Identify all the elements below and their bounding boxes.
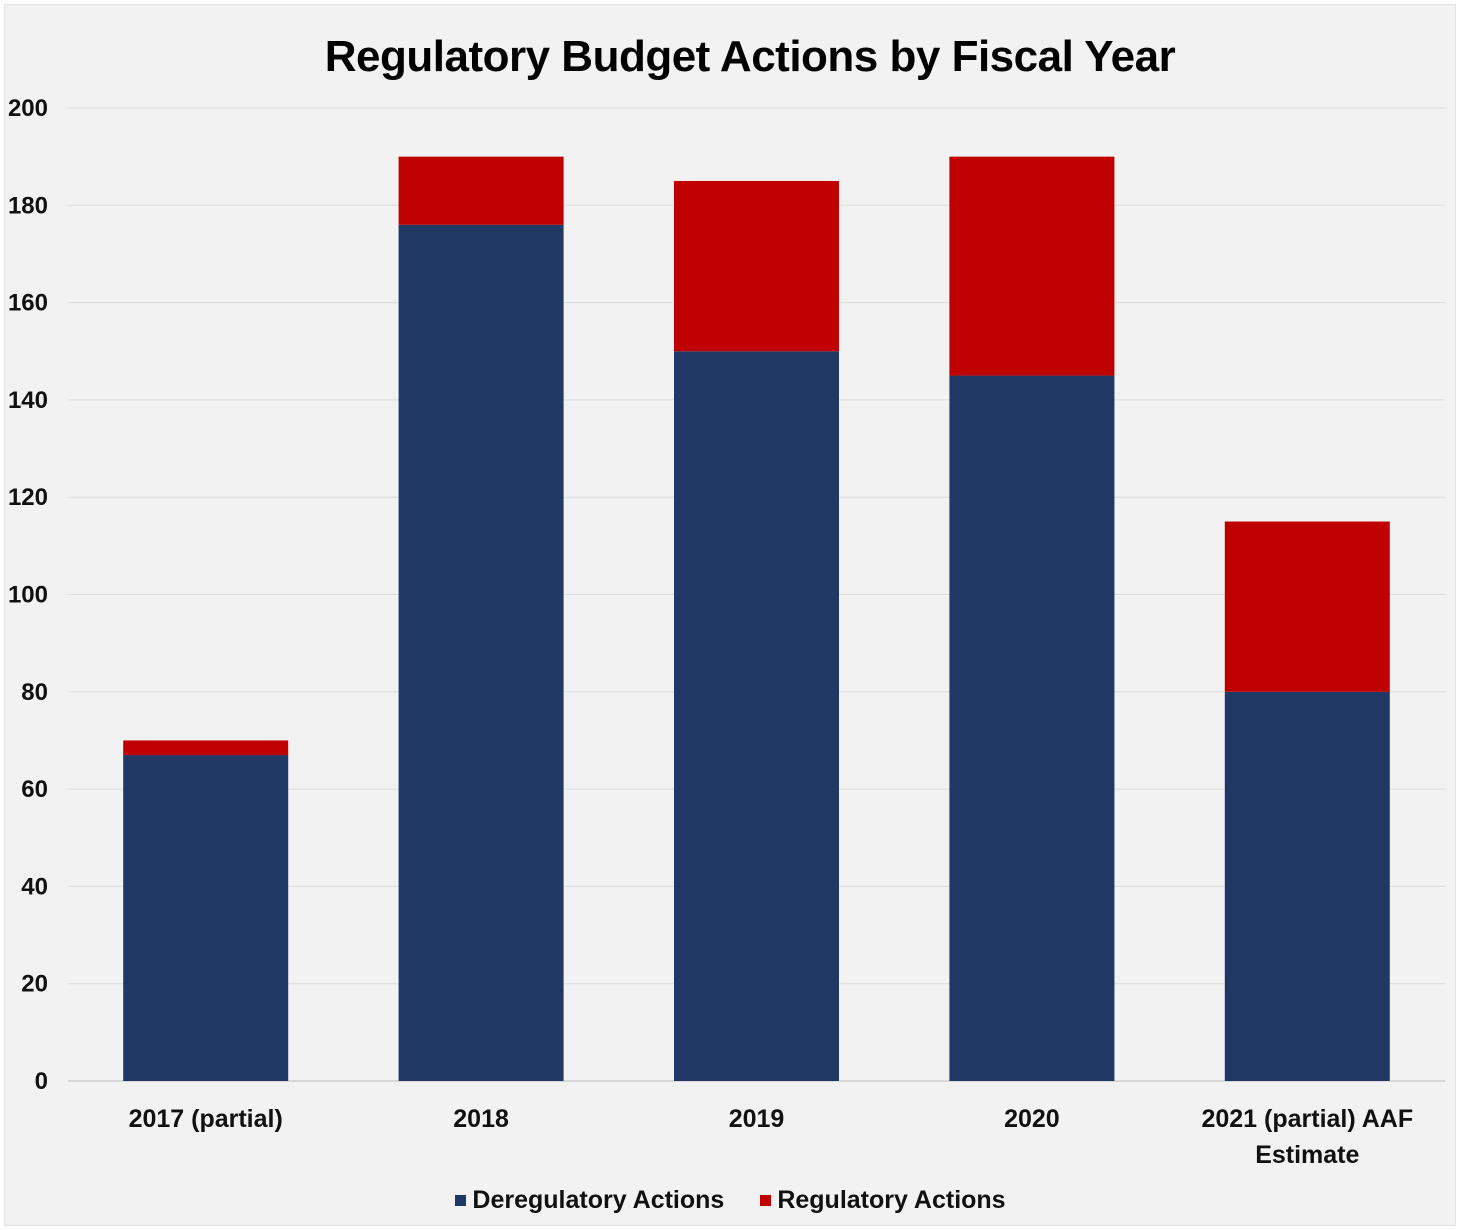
y-tick-label: 60 [21,776,48,803]
x-tick-label: Estimate [1255,1141,1359,1169]
legend-label-regulatory: Regulatory Actions [777,1186,1006,1214]
y-tick-label: 40 [21,873,48,900]
x-tick-label: 2018 [453,1105,509,1133]
bar-deregulatory-0 [123,755,289,1081]
y-tick-label: 20 [21,971,48,998]
y-tick-label: 160 [8,290,48,317]
x-tick-label: 2017 (partial) [129,1105,283,1133]
y-tick-label: 180 [8,192,48,219]
legend-swatch-deregulatory [455,1195,467,1206]
bar-regulatory-1 [398,156,564,225]
legend-item-deregulatory: Deregulatory Actions [455,1186,724,1215]
y-tick-label: 100 [8,582,48,609]
bar-regulatory-4 [1224,521,1390,692]
bar-regulatory-0 [123,740,289,756]
chart-title: Regulatory Budget Actions by Fiscal Year [324,32,1176,81]
y-tick-label: 200 [8,95,48,122]
legend-swatch-regulatory [760,1195,772,1206]
y-tick-label: 120 [8,484,48,511]
bar-regulatory-2 [674,180,839,352]
y-tick-label: 80 [21,679,48,706]
bar-deregulatory-1 [398,224,564,1081]
y-tick-label: 0 [35,1068,48,1095]
chart-legend: Deregulatory Actions Regulatory Actions [0,1186,1461,1215]
bar-regulatory-3 [949,156,1115,376]
bar-deregulatory-3 [949,375,1115,1081]
legend-item-regulatory: Regulatory Actions [760,1186,1006,1215]
x-tick-label: 2020 [1004,1105,1060,1133]
x-tick-label: 2021 (partial) AAF [1201,1105,1413,1133]
bar-deregulatory-4 [1224,691,1390,1081]
y-tick-label: 140 [8,387,48,414]
bar-deregulatory-2 [674,351,839,1081]
legend-label-deregulatory: Deregulatory Actions [472,1186,725,1214]
x-tick-label: 2019 [729,1105,785,1133]
